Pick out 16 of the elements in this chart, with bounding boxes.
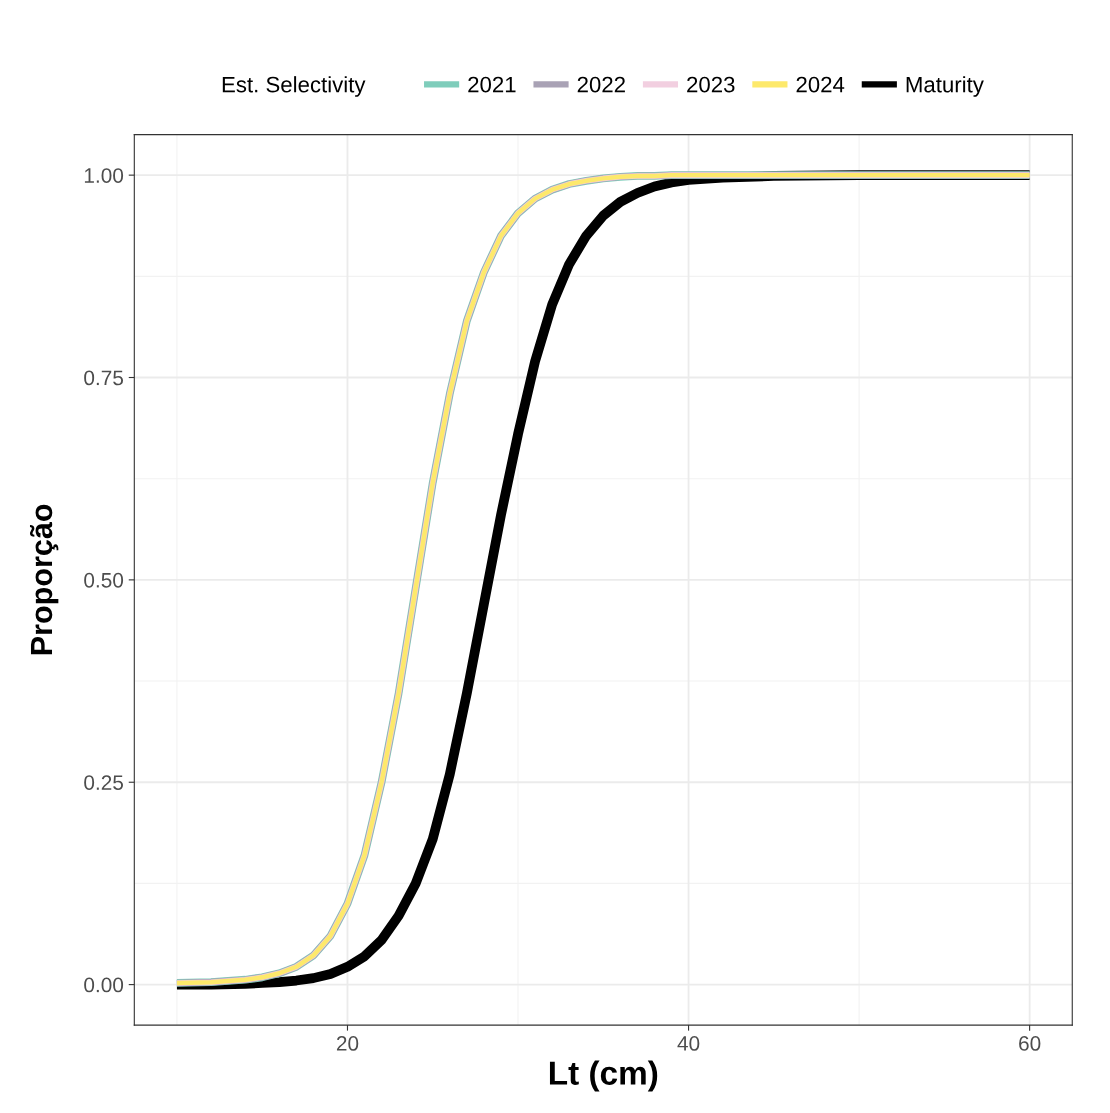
legend-label: Maturity xyxy=(906,76,984,97)
legend-title: Est. Selectivity xyxy=(222,76,366,97)
x-tick-label: 40 xyxy=(677,1036,700,1051)
legend-label: 2021 xyxy=(468,76,516,93)
y-axis-title: Proporção xyxy=(29,504,59,655)
legend-label: 2024 xyxy=(796,76,845,93)
y-tick-label: 0.25 xyxy=(84,775,124,790)
x-axis-title: Lt (cm) xyxy=(549,1060,658,1092)
x-tick-label: 20 xyxy=(336,1036,359,1051)
x-tick-label: 60 xyxy=(1019,1036,1041,1051)
y-tick-label: 0.75 xyxy=(84,370,124,386)
y-tick-label: 1.00 xyxy=(84,168,124,183)
legend-label: 2022 xyxy=(577,76,625,93)
y-tick-label: 0.50 xyxy=(84,572,124,588)
y-tick-label: 0.00 xyxy=(84,977,124,993)
legend-label: 2023 xyxy=(687,76,735,93)
